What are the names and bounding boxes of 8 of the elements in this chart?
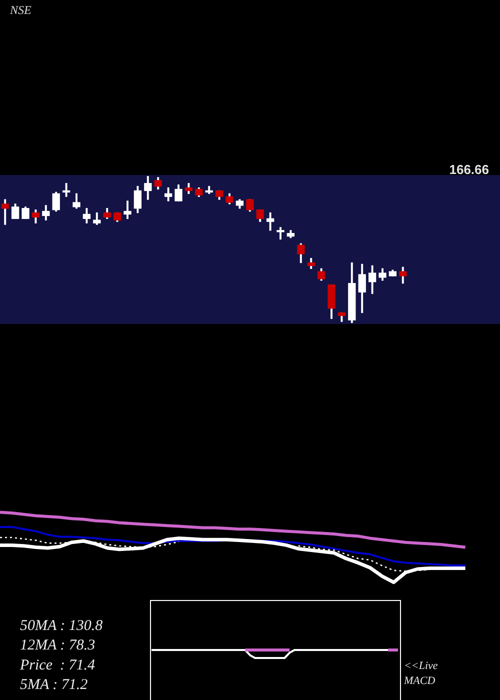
text: 166.66 (449, 162, 489, 177)
text: <<Live (404, 660, 438, 672)
text: 50MA : 130.8 (20, 618, 104, 634)
text: Price : 71.4 (19, 657, 96, 674)
chart-title: NSE (9, 3, 32, 17)
text: 12MA : 78.3 (20, 638, 96, 654)
text: 5MA : 71.2 (20, 677, 88, 694)
text: MACD (403, 675, 436, 687)
